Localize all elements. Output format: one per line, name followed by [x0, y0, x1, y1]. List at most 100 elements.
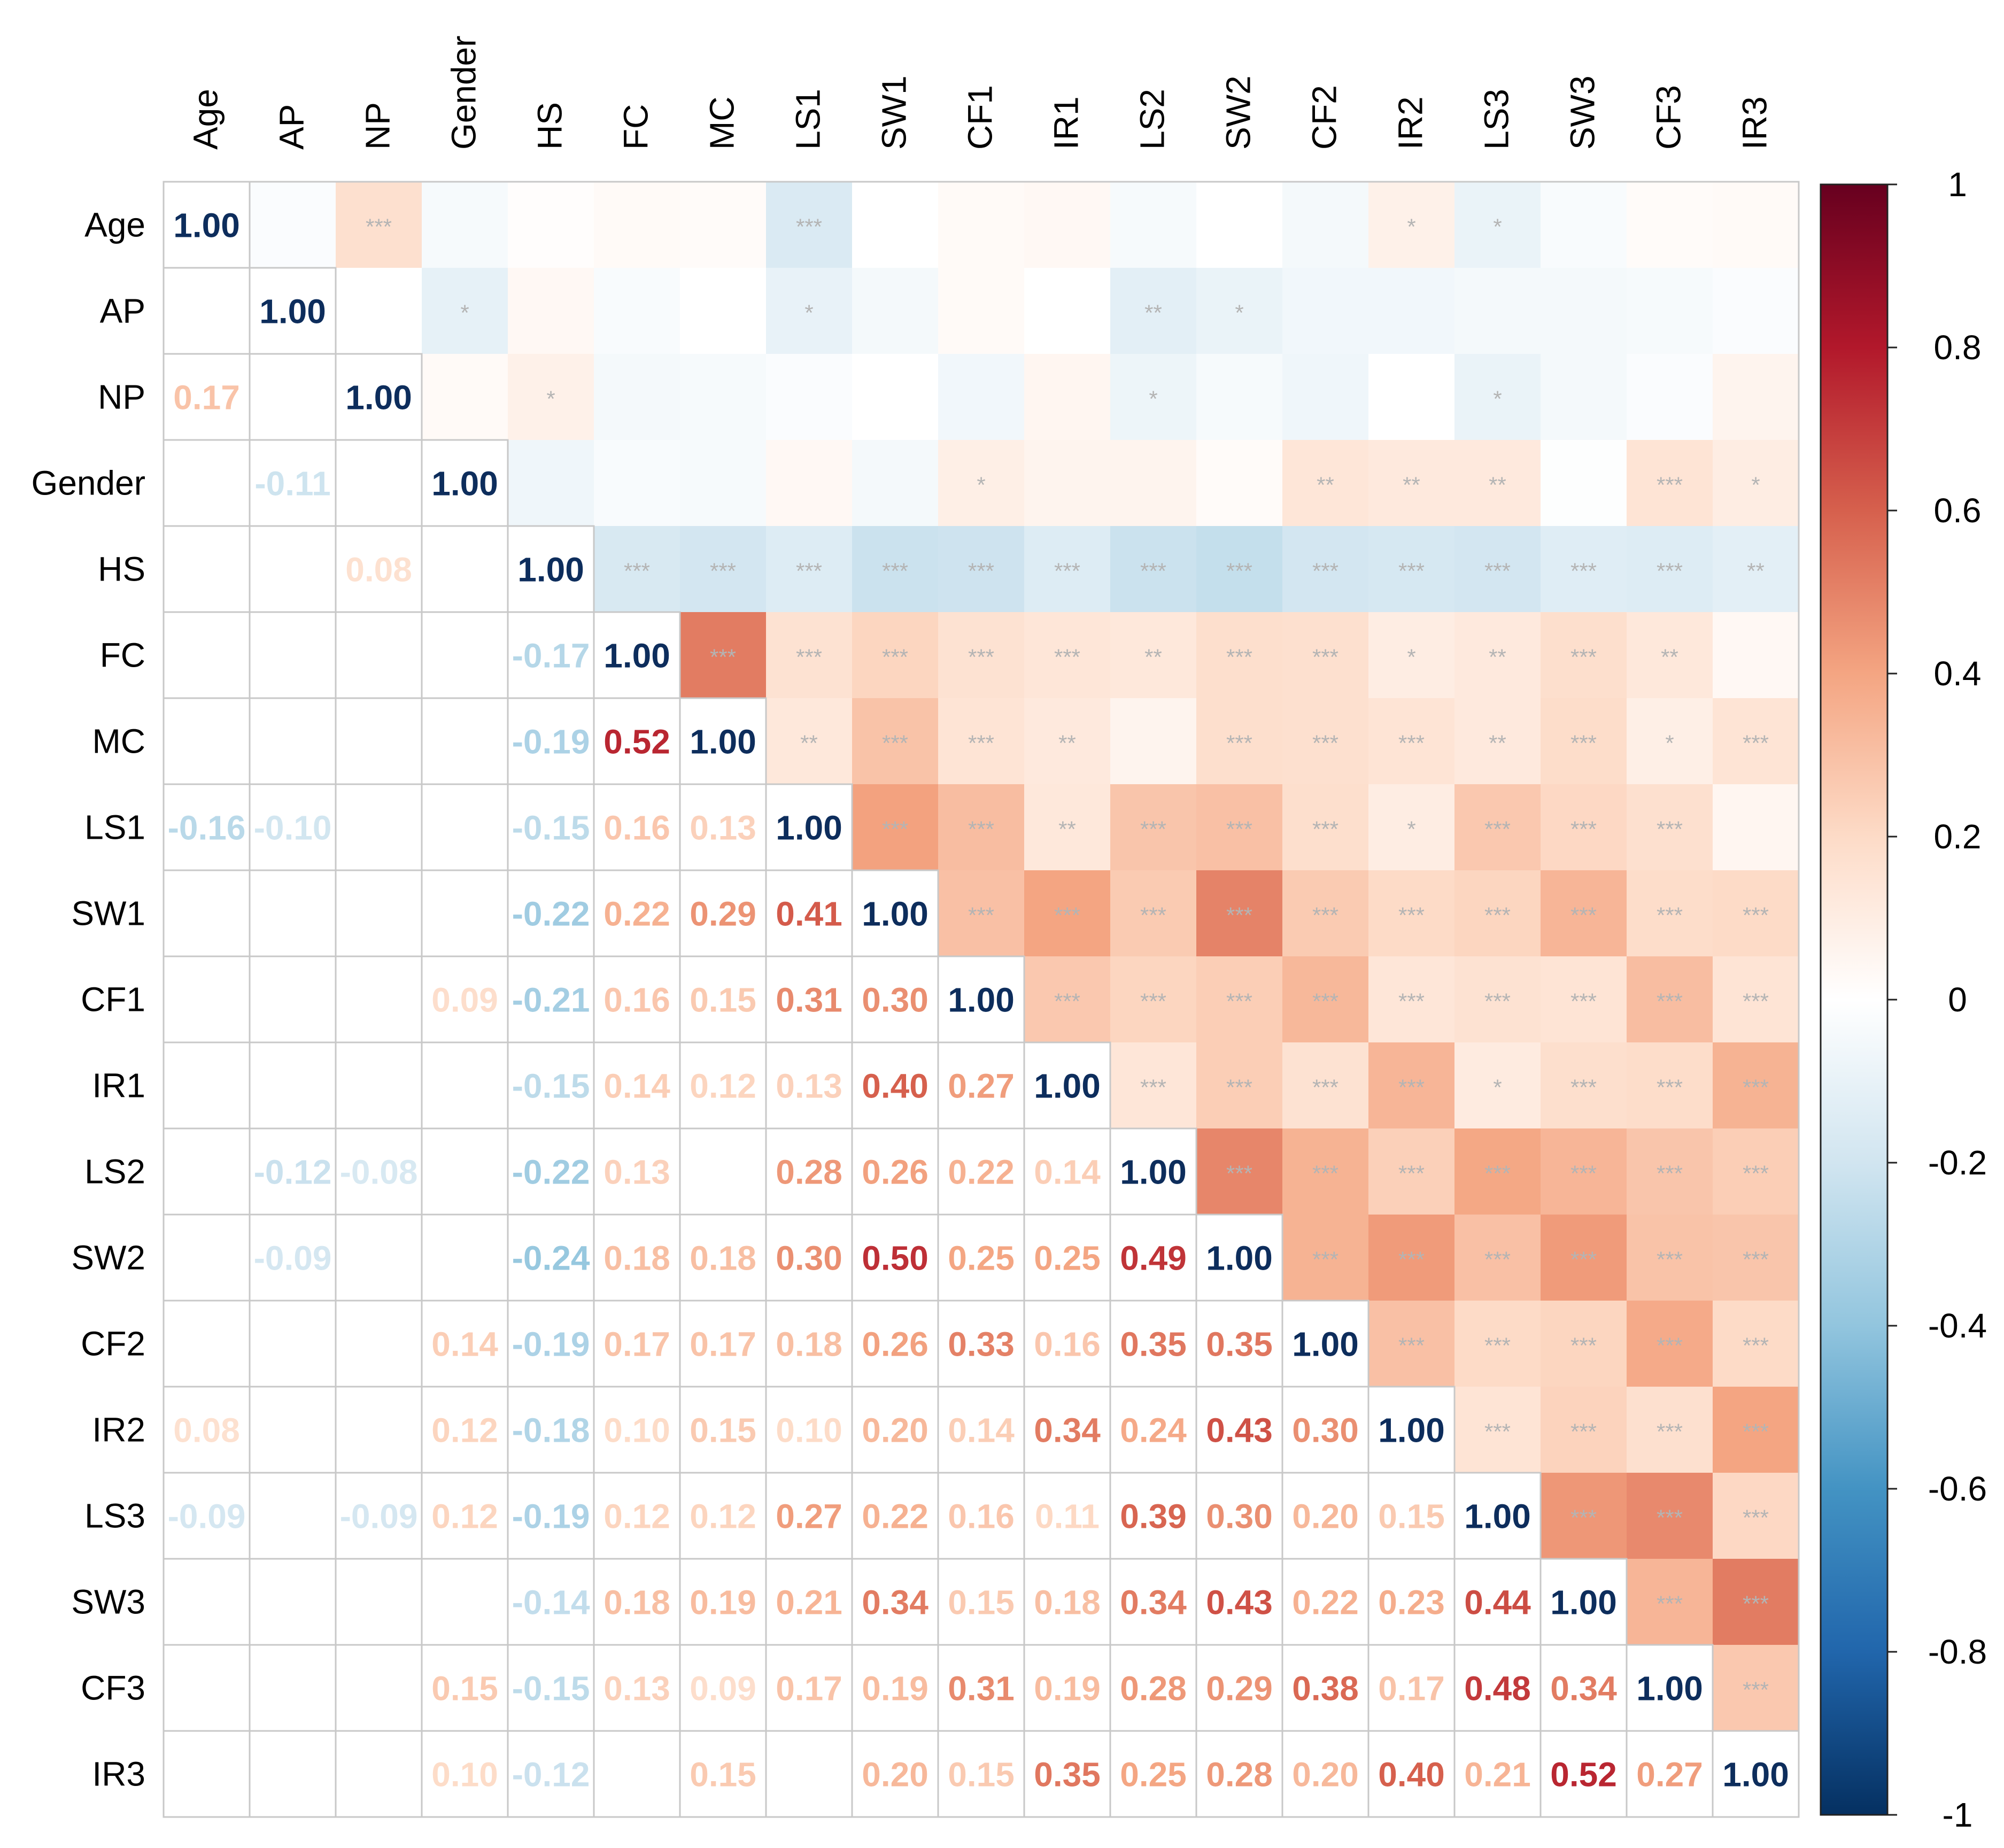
- significance-stars-CF2-IR2: ***: [1398, 1333, 1425, 1358]
- significance-stars-FC-CF3: **: [1661, 645, 1678, 670]
- grid-cell: [765, 1730, 853, 1818]
- column-label-AP: AP: [273, 104, 311, 150]
- grid-cell: [335, 1213, 423, 1302]
- colorbar: 1 0.8 0.6 0.4 0.2 0 -0.2 -0.4 -0.6 -0.8 -1: [1820, 165, 1987, 1834]
- correlation-value-SW1-FC: 0.22: [603, 895, 670, 933]
- heatmap-cell-CF1-CF2: [1282, 956, 1368, 1042]
- significance-stars-NP-HS: *: [546, 386, 555, 412]
- heatmap-cell-MC-LS2: [1110, 698, 1196, 784]
- heatmap-cell-Age-CF1: [938, 182, 1024, 268]
- correlation-value-LS1-HS: -0.15: [512, 809, 590, 847]
- correlation-value-SW2-FC: 0.18: [603, 1239, 670, 1278]
- heatmap-cell-AP-HS: [508, 268, 594, 354]
- significance-stars-HS-IR1: ***: [1054, 559, 1080, 584]
- significance-stars-IR1-CF3: ***: [1657, 1075, 1683, 1100]
- significance-stars-SW3-CF3: ***: [1657, 1591, 1683, 1617]
- significance-stars-SW2-LS3: ***: [1484, 1247, 1511, 1272]
- heatmap-cell-AP-LS1: [766, 268, 852, 354]
- correlation-value-IR2-LS1: 0.10: [776, 1411, 842, 1450]
- grid-cell: [249, 353, 337, 441]
- heatmap-cell-Age-IR1: [1024, 182, 1110, 268]
- colorbar-tick-label: 0.4: [1934, 654, 1982, 693]
- column-label-LS2: LS2: [1133, 89, 1172, 150]
- heatmap-cell-NP-IR3: [1713, 354, 1799, 440]
- correlation-value-IR2-SW2: 0.43: [1206, 1411, 1273, 1450]
- correlation-value-SW2-SW1: 0.50: [862, 1239, 929, 1278]
- diagonal-value-LS1-LS1: 1.00: [776, 809, 842, 847]
- heatmap-cell-CF1-SW2: [1196, 956, 1282, 1042]
- heatmap-cell-AP-NP: [336, 268, 422, 354]
- grid-cell: [163, 1041, 251, 1130]
- grid-cell: [421, 1041, 509, 1130]
- grid-cell: [249, 955, 337, 1043]
- row-label-NP: NP: [98, 378, 145, 416]
- correlation-value-LS3-IR1: 0.11: [1035, 1497, 1100, 1536]
- row-label-LS2: LS2: [84, 1153, 145, 1191]
- correlation-value-CF2-SW1: 0.26: [862, 1325, 929, 1364]
- correlation-value-IR2-IR1: 0.34: [1034, 1411, 1101, 1450]
- heatmap-cell-AP-SW2: [1196, 268, 1282, 354]
- significance-stars-FC-SW1: ***: [882, 645, 908, 670]
- significance-stars-CF1-IR1: ***: [1054, 989, 1080, 1014]
- grid-cell: [249, 1300, 337, 1388]
- heatmap-cell-SW1-SW2: [1196, 870, 1282, 956]
- correlation-value-IR3-LS3: 0.21: [1464, 1756, 1531, 1794]
- heatmap-cell-NP-LS2: [1110, 354, 1196, 440]
- heatmap-cell-FC-LS2: [1110, 612, 1196, 698]
- heatmap-cell-HS-CF3: [1627, 526, 1713, 612]
- heatmap-cell-IR1-IR3: [1713, 1042, 1799, 1128]
- heatmap-cell-Gender-CF1: [938, 440, 1024, 526]
- significance-stars-SW1-CF1: ***: [968, 903, 994, 928]
- grid-cell: [249, 1386, 337, 1474]
- heatmap-cell-CF1-SW3: [1541, 956, 1627, 1042]
- heatmap-cell-LS1-LS2: [1110, 784, 1196, 870]
- diagonal-value-SW3-SW3: 1.00: [1550, 1583, 1617, 1622]
- significance-stars-HS-FC: ***: [624, 559, 650, 584]
- heatmap-cell-LS2-CF2: [1282, 1128, 1368, 1215]
- heatmap-cell-FC-LS3: [1454, 612, 1541, 698]
- significance-stars-IR2-IR3: ***: [1743, 1419, 1769, 1444]
- heatmap-cell-Age-LS3: [1454, 182, 1541, 268]
- heatmap-cell-HS-MC: [680, 526, 766, 612]
- significance-stars-IR1-SW2: ***: [1226, 1075, 1252, 1100]
- correlation-value-IR3-SW2: 0.28: [1206, 1756, 1273, 1794]
- heatmap-cell-CF1-IR3: [1713, 956, 1799, 1042]
- heatmap-cell-FC-MC: [680, 612, 766, 698]
- correlation-value-CF3-LS3: 0.48: [1464, 1669, 1531, 1708]
- correlation-value-IR2-Age: 0.08: [173, 1411, 240, 1450]
- correlation-value-IR1-FC: 0.14: [603, 1067, 670, 1105]
- heatmap-cell-LS1-SW3: [1541, 784, 1627, 870]
- heatmap-cell-LS1-CF3: [1627, 784, 1713, 870]
- significance-stars-HS-CF3: ***: [1657, 559, 1683, 584]
- diagonal-value-CF1-CF1: 1.00: [948, 981, 1015, 1019]
- grid-cell: [421, 525, 509, 613]
- grid-cell: [335, 1730, 423, 1818]
- correlation-value-CF3-IR1: 0.19: [1034, 1669, 1101, 1708]
- heatmap-cell-MC-CF3: [1627, 698, 1713, 784]
- column-labels: Age AP NP Gender HS FC MC LS1 SW1 CF1 IR1 LS2 SW2 CF2…: [187, 36, 1774, 150]
- heatmap-cell-IR1-IR2: [1368, 1042, 1454, 1128]
- heatmap-cell-Age-MC: [680, 182, 766, 268]
- row-label-IR2: IR2: [92, 1411, 145, 1449]
- grid-cell: [679, 1127, 767, 1216]
- diagonal-value-HS-HS: 1.00: [517, 551, 584, 589]
- column-label-FC: FC: [617, 104, 655, 150]
- column-label-MC: MC: [703, 96, 741, 150]
- correlation-value-LS3-LS1: 0.27: [776, 1497, 842, 1536]
- heatmap-cell-LS1-CF2: [1282, 784, 1368, 870]
- grid-cell: [163, 611, 251, 699]
- correlation-value-LS3-MC: 0.12: [690, 1497, 756, 1536]
- correlation-value-IR2-SW1: 0.20: [862, 1411, 929, 1450]
- correlation-value-CF2-MC: 0.17: [690, 1325, 756, 1364]
- correlation-value-LS3-IR2: 0.15: [1378, 1497, 1445, 1536]
- correlation-value-IR3-SW3: 0.52: [1550, 1756, 1617, 1794]
- correlation-value-LS2-NP: -0.08: [340, 1153, 418, 1192]
- significance-stars-MC-CF2: ***: [1312, 731, 1338, 756]
- significance-stars-SW1-LS2: ***: [1140, 903, 1166, 928]
- heatmap-cell-HS-SW1: [852, 526, 938, 612]
- heatmap-cell-AP-IR3: [1713, 268, 1799, 354]
- correlation-value-CF3-CF2: 0.38: [1292, 1669, 1359, 1708]
- heatmap-cell-AP-Gender: [422, 268, 508, 354]
- heatmap-cell-FC-IR2: [1368, 612, 1454, 698]
